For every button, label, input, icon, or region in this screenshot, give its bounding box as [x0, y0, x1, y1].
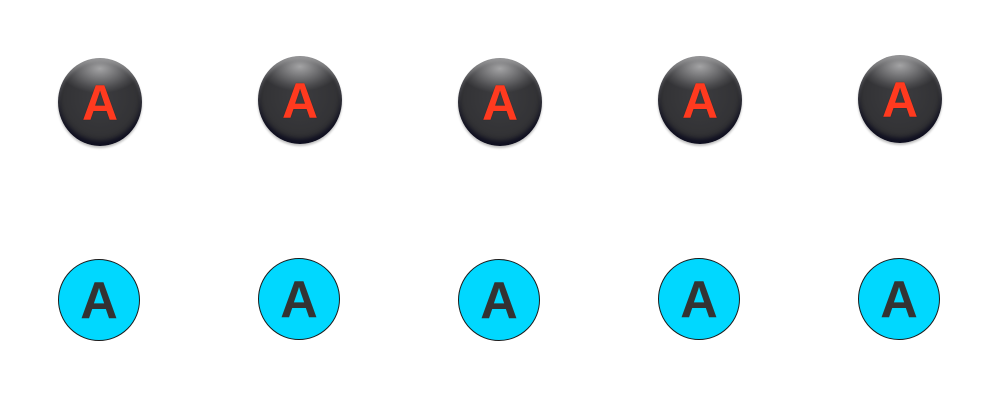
cyan-a-button-4[interactable]: A — [658, 258, 740, 340]
button-label: A — [680, 271, 718, 329]
dark-a-button-5[interactable]: A — [858, 55, 942, 143]
button-label: A — [681, 73, 719, 129]
dark-a-button-1[interactable]: A — [58, 58, 142, 146]
dark-button-row: A A A A A — [0, 50, 1000, 150]
cyan-a-button-5[interactable]: A — [858, 258, 940, 340]
cyan-a-button-1[interactable]: A — [58, 259, 140, 341]
button-label: A — [880, 271, 918, 329]
button-label: A — [280, 271, 318, 329]
dark-a-button-3[interactable]: A — [458, 58, 542, 146]
button-label: A — [881, 72, 919, 128]
button-label: A — [481, 75, 519, 131]
button-label: A — [80, 272, 118, 330]
cyan-button-row: A A A A A — [0, 250, 1000, 350]
cyan-a-button-3[interactable]: A — [458, 259, 540, 341]
dark-a-button-4[interactable]: A — [658, 56, 742, 144]
dark-a-button-2[interactable]: A — [258, 56, 342, 144]
cyan-a-button-2[interactable]: A — [258, 258, 340, 340]
button-label: A — [81, 75, 119, 131]
button-label: A — [480, 272, 518, 330]
button-label: A — [281, 73, 319, 129]
